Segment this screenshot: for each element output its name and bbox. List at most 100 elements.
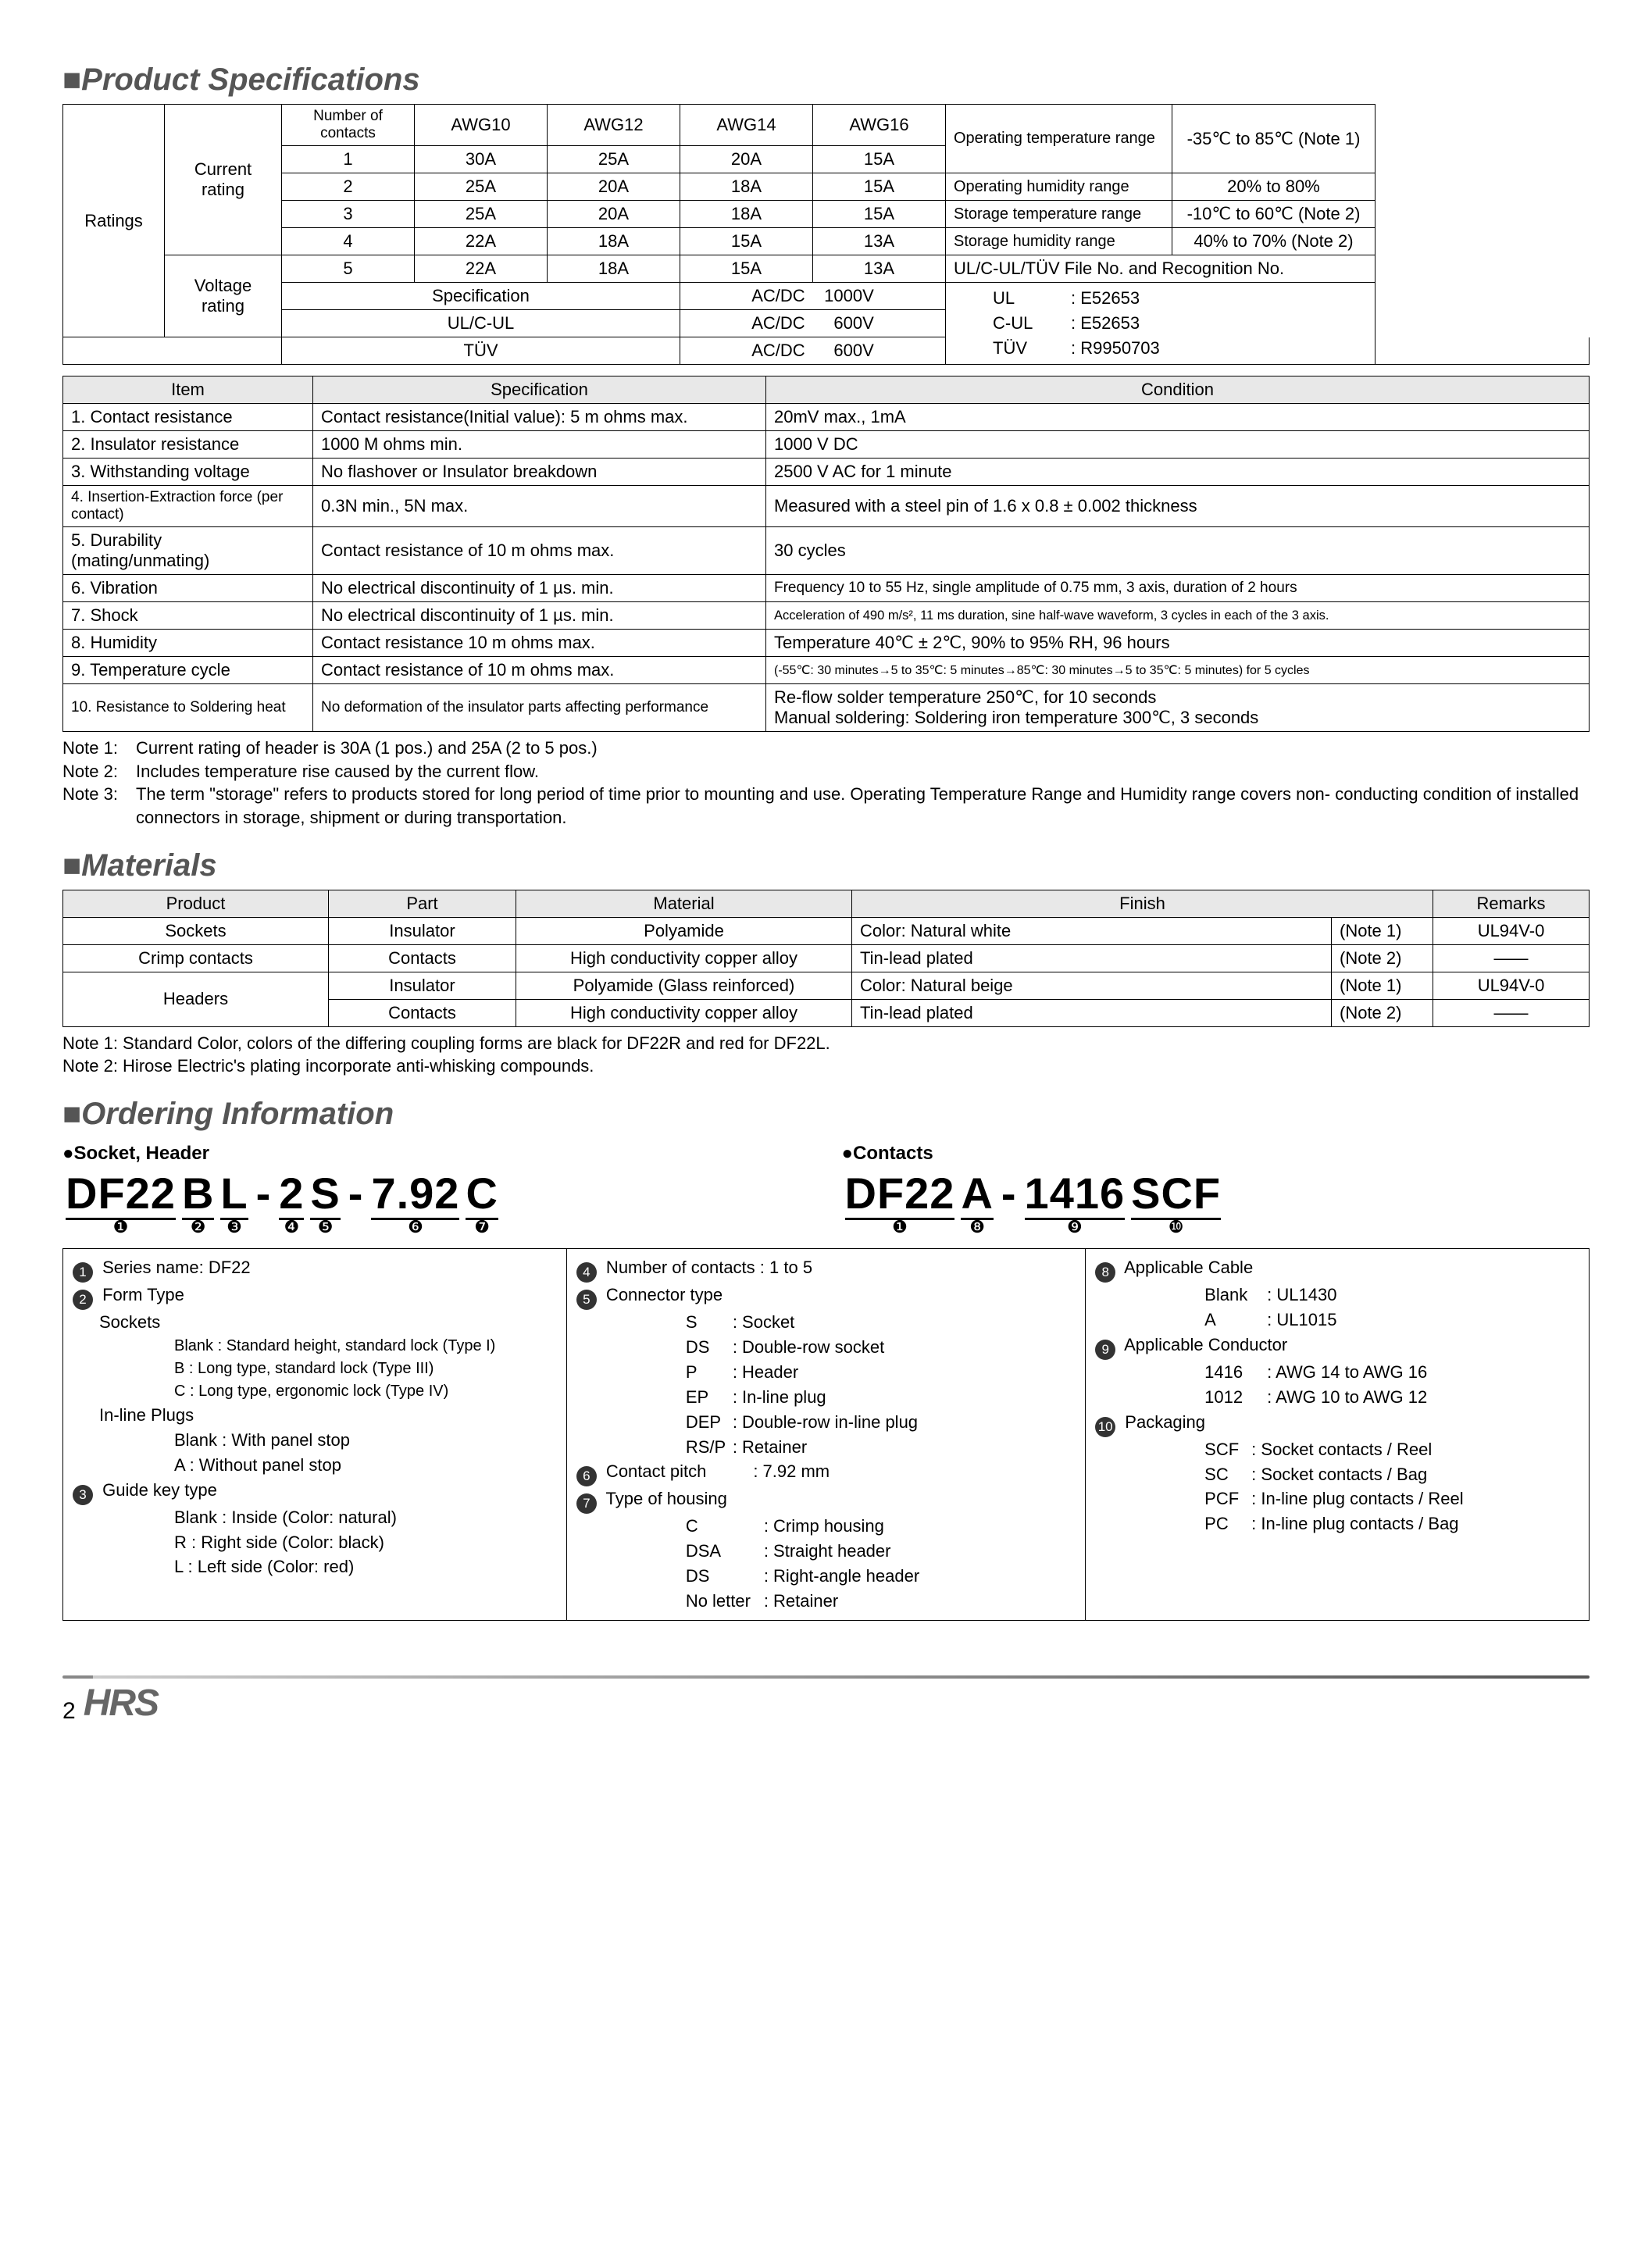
circle-icon: 3	[73, 1485, 93, 1505]
spec-cond: Re-flow solder temperature 250℃, for 10 …	[766, 684, 1590, 732]
awg-col: AWG14	[680, 105, 813, 146]
mat-part: Insulator	[329, 917, 516, 944]
ord-c1: 1 Series name: DF222 Form TypeSocketsBla…	[63, 1249, 567, 1621]
cert-l: TÜV	[954, 336, 1071, 361]
circle-icon: 2	[73, 1290, 93, 1310]
spec-item: 6. Vibration	[63, 575, 313, 602]
env-l: Operating temperature range	[946, 105, 1172, 173]
rc: 22A	[415, 255, 548, 283]
spec-val: No deformation of the insulator parts af…	[313, 684, 766, 732]
rc: 25A	[415, 201, 548, 228]
ord-c3: 8 Applicable CableBlank: UL1430A: UL1015…	[1086, 1249, 1590, 1621]
hrs-logo: HRS	[84, 1682, 158, 1725]
ratings-table: Ratings Current rating Number of contact…	[62, 104, 1590, 365]
page-footer: 2 HRS	[62, 1682, 1590, 1725]
spec-items-table: Item Specification Condition 1. Contact …	[62, 376, 1590, 732]
cert-r: : E52653	[1071, 311, 1140, 336]
spec-val: Contact resistance(Initial value): 5 m o…	[313, 404, 766, 431]
rc: 22A	[415, 228, 548, 255]
env-r: -10℃ to 60℃ (Note 2)	[1172, 201, 1375, 228]
page-number: 2	[62, 1698, 76, 1725]
mat-note: Note 1: Standard Color, colors of the di…	[62, 1032, 1590, 1055]
circle-icon: 10	[1095, 1417, 1115, 1437]
current-rating-label: Current rating	[165, 105, 282, 255]
mat-note: (Note 2)	[1332, 999, 1433, 1026]
spec-val: 0.3N min., 5N max.	[313, 486, 766, 527]
circle-icon: 6	[576, 1466, 597, 1486]
ratings-wrapper: Ratings Current rating Number of contact…	[62, 104, 1590, 365]
ratings-label: Ratings	[63, 105, 165, 337]
cert-r: : R9950703	[1071, 336, 1160, 361]
note-label: Note 3:	[62, 783, 136, 829]
spec-item: 3. Withstanding voltage	[63, 459, 313, 486]
rn: 3	[282, 201, 415, 228]
certs-head: UL/C-UL/TÜV File No. and Recognition No.	[946, 255, 1375, 283]
spec-cond: 30 cycles	[766, 527, 1590, 575]
materials-table: Product Part Material Finish Remarks Soc…	[62, 890, 1590, 1027]
vval: AC/DC 1000V	[680, 283, 946, 310]
circle-icon: 4	[576, 1262, 597, 1283]
cert-r: : E52653	[1071, 286, 1140, 311]
rc: 15A	[813, 201, 946, 228]
awg-col: AWG16	[813, 105, 946, 146]
spec-cond: 20mV max., 1mA	[766, 404, 1590, 431]
ordering-table: 1 Series name: DF222 Form TypeSocketsBla…	[62, 1248, 1590, 1621]
ord-left-label: ●Socket, Header	[62, 1143, 811, 1165]
env-r: 40% to 70% (Note 2)	[1172, 228, 1375, 255]
env-r: -35℃ to 85℃ (Note 1)	[1172, 105, 1375, 173]
mat-note: Note 2: Hirose Electric's plating incorp…	[62, 1054, 1590, 1078]
rc: 18A	[548, 255, 680, 283]
spec-cond: Acceleration of 490 m/s², 11 ms duration…	[766, 602, 1590, 630]
spec-cond: 1000 V DC	[766, 431, 1590, 459]
mat-head: Product	[63, 890, 329, 917]
spec-item: 10. Resistance to Soldering heat	[63, 684, 313, 732]
spec-val: Contact resistance of 10 m ohms max.	[313, 527, 766, 575]
cert-l: UL	[954, 286, 1071, 311]
ord-c2: 4 Number of contacts : 1 to 55 Connector…	[566, 1249, 1085, 1621]
rc: 20A	[548, 201, 680, 228]
mat-part: Insulator	[329, 972, 516, 999]
vspec: UL/C-UL	[282, 310, 680, 337]
mat-head: Remarks	[1433, 890, 1590, 917]
circle-icon: 8	[1095, 1262, 1115, 1283]
circle-icon: 1	[73, 1262, 93, 1283]
spec-head: Specification	[313, 376, 766, 404]
spec-val: 1000 M ohms min.	[313, 431, 766, 459]
vval: AC/DC 600V	[680, 337, 946, 365]
mat-rem: ——	[1433, 999, 1590, 1026]
section-title-spec: ■Product Specifications	[62, 62, 1590, 98]
rn: 2	[282, 173, 415, 201]
rc: 13A	[813, 228, 946, 255]
spec-val: Contact resistance of 10 m ohms max.	[313, 657, 766, 684]
spec-val: No electrical discontinuity of 1 µs. min…	[313, 602, 766, 630]
ord-right-label: ●Contacts	[842, 1143, 1590, 1165]
spec-cond: (-55℃: 30 minutes→5 to 35℃: 5 minutes→85…	[766, 657, 1590, 684]
rn: 1	[282, 146, 415, 173]
vval: AC/DC 600V	[680, 310, 946, 337]
rc: 18A	[680, 201, 813, 228]
rc: 15A	[680, 255, 813, 283]
note-label: Note 1:	[62, 737, 136, 760]
num-contacts-head: Number of contacts	[282, 105, 415, 146]
cert-l: C-UL	[954, 311, 1071, 336]
mat-fin: Tin-lead plated	[852, 944, 1332, 972]
spec-val: No flashover or Insulator breakdown	[313, 459, 766, 486]
mat-prod: Sockets	[63, 917, 329, 944]
ordering-codes: ●Socket, Header DF22BL-2S-7.92C ❶❷❸❹❺❻❼ …	[62, 1138, 1590, 1237]
mat-rem: ——	[1433, 944, 1590, 972]
rc: 25A	[548, 146, 680, 173]
mat-rem: UL94V-0	[1433, 972, 1590, 999]
spec-item: 2. Insulator resistance	[63, 431, 313, 459]
spec-item: 1. Contact resistance	[63, 404, 313, 431]
spec-item: 4. Insertion-Extraction force (per conta…	[63, 486, 313, 527]
rc: 18A	[680, 173, 813, 201]
rc: 15A	[813, 146, 946, 173]
rn: 4	[282, 228, 415, 255]
rn: 5	[282, 255, 415, 283]
spec-item: 7. Shock	[63, 602, 313, 630]
note-label: Note 2:	[62, 760, 136, 783]
mat-head: Finish	[852, 890, 1433, 917]
env-r: 20% to 80%	[1172, 173, 1375, 201]
mat-fin: Color: Natural white	[852, 917, 1332, 944]
circle-icon: 5	[576, 1290, 597, 1310]
